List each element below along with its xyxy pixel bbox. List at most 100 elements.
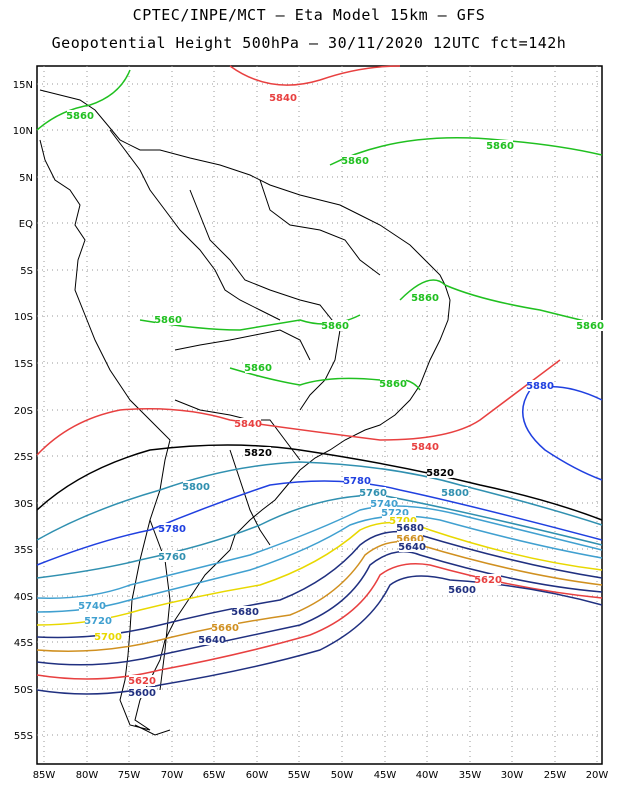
contour-label: 5680: [396, 523, 424, 534]
contour-label: 5840: [269, 93, 297, 104]
contour-label: 5720: [84, 616, 112, 627]
lat-label: 40S: [14, 592, 33, 603]
contour-label: 5800: [441, 488, 469, 499]
lat-label: 5S: [20, 266, 33, 277]
contour-label-bg: [412, 441, 438, 452]
contour-label: 5600: [128, 688, 156, 699]
contour-label-bg: [270, 92, 296, 103]
contour-label: 5640: [398, 542, 426, 553]
contour-label: 5700: [389, 516, 417, 527]
lat-label: 25S: [14, 452, 33, 463]
contour-label-bg: [380, 378, 406, 389]
lat-label: 50S: [14, 685, 33, 696]
contour-label-bg: [397, 522, 423, 533]
lon-label: 55W: [288, 770, 311, 781]
lat-label: 55S: [14, 731, 33, 742]
contour-label-bg: [85, 615, 111, 626]
contour-label-bg: [212, 622, 238, 633]
contour-lines: [36, 65, 603, 695]
map-subtitle: Geopotential Height 500hPa – 30/11/2020 …: [51, 34, 567, 52]
contour-label-bg: [129, 675, 155, 686]
contour-label-bg: [382, 507, 408, 518]
lon-label: 65W: [203, 770, 226, 781]
contour-label-bg: [427, 467, 453, 478]
contour-label: 5860: [576, 321, 604, 332]
contour-label: 5860: [379, 379, 407, 390]
contour-label: 5640: [198, 635, 226, 646]
contour-label: 5860: [154, 315, 182, 326]
contour-label: 5820: [426, 468, 454, 479]
contour-label-bg: [245, 447, 271, 458]
contour-label: 5780: [343, 476, 371, 487]
contour-label-bg: [397, 533, 423, 544]
lat-label: 45S: [14, 638, 33, 649]
lat-label: 10N: [13, 126, 33, 137]
contour-label: 5660: [211, 623, 239, 634]
contour-label: 5620: [128, 676, 156, 687]
contour-label-bg: [399, 541, 425, 552]
contour-label-bg: [360, 487, 386, 498]
contour-label: 5780: [158, 524, 186, 535]
contour-label-bg: [527, 380, 553, 391]
contour-label-bg: [442, 487, 468, 498]
graticule: [37, 66, 602, 764]
contour-label: 5860: [66, 111, 94, 122]
lon-label: 60W: [246, 770, 269, 781]
contour-label: 5700: [94, 632, 122, 643]
map-title: CPTEC/INPE/MCT – Eta Model 15km – GFS: [132, 6, 486, 24]
lon-label: 50W: [331, 770, 354, 781]
contour-label: 5740: [370, 499, 398, 510]
lon-label: 30W: [501, 770, 524, 781]
contour-label: 5860: [321, 321, 349, 332]
longitude-labels: 85W 80W 75W 70W 65W 60W 55W 50W 45W 40W 35W 30W 25W 2…: [33, 770, 609, 781]
contour-label-bg: [95, 631, 121, 642]
contour-label: 5660: [396, 534, 424, 545]
lat-label: 5N: [19, 173, 33, 184]
map-frame: [36, 65, 603, 765]
contour-labels: 5840 5860 5860 5860 5860 5860 5860 5860 5860 5860…: [66, 92, 604, 699]
lon-label: 45W: [374, 770, 397, 781]
lat-label: 15N: [13, 80, 33, 91]
lon-label: 70W: [161, 770, 184, 781]
lon-label: 35W: [459, 770, 482, 781]
contour-label: 5600: [448, 585, 476, 596]
lon-label: 20W: [586, 770, 609, 781]
lon-label: 40W: [416, 770, 439, 781]
contour-label: 5760: [158, 552, 186, 563]
lat-label: EQ: [19, 219, 33, 230]
lat-label: 20S: [14, 406, 33, 417]
contour-label-bg: [245, 362, 271, 373]
contour-label: 5760: [359, 488, 387, 499]
contour-label-bg: [235, 418, 261, 429]
contour-label-bg: [322, 320, 348, 331]
contour-label-bg: [344, 475, 370, 486]
contour-label: 5860: [411, 293, 439, 304]
contour-label: 5680: [231, 607, 259, 618]
contour-label-bg: [159, 523, 185, 534]
contour-label: 5840: [234, 419, 262, 430]
contour-label: 5840: [411, 442, 439, 453]
latitude-labels: 15N 10N 5N EQ 5S 10S 15S 20S 25S 30S 35S 40S 45S 50S 5…: [13, 80, 33, 742]
contour-label-bg: [475, 574, 501, 585]
contour-label-bg: [371, 498, 397, 509]
contour-label-bg: [129, 687, 155, 698]
lat-label: 15S: [14, 359, 33, 370]
contour-label: 5860: [244, 363, 272, 374]
contour-label: 5860: [341, 156, 369, 167]
lat-label: 10S: [14, 312, 33, 323]
contour-label: 5620: [474, 575, 502, 586]
contour-label-bg: [577, 320, 603, 331]
contour-label: 5740: [78, 601, 106, 612]
lon-label: 85W: [33, 770, 56, 781]
lat-label: 35S: [14, 545, 33, 556]
contour-label-bg: [183, 481, 209, 492]
contour-label-bg: [412, 292, 438, 303]
contour-label-bg: [390, 515, 416, 526]
contour-label: 5800: [182, 482, 210, 493]
contour-label-bg: [449, 584, 475, 595]
contour-label-bg: [79, 600, 105, 611]
contour-label-bg: [155, 314, 181, 325]
contour-label-bg: [487, 140, 513, 151]
contour-label: 5860: [486, 141, 514, 152]
